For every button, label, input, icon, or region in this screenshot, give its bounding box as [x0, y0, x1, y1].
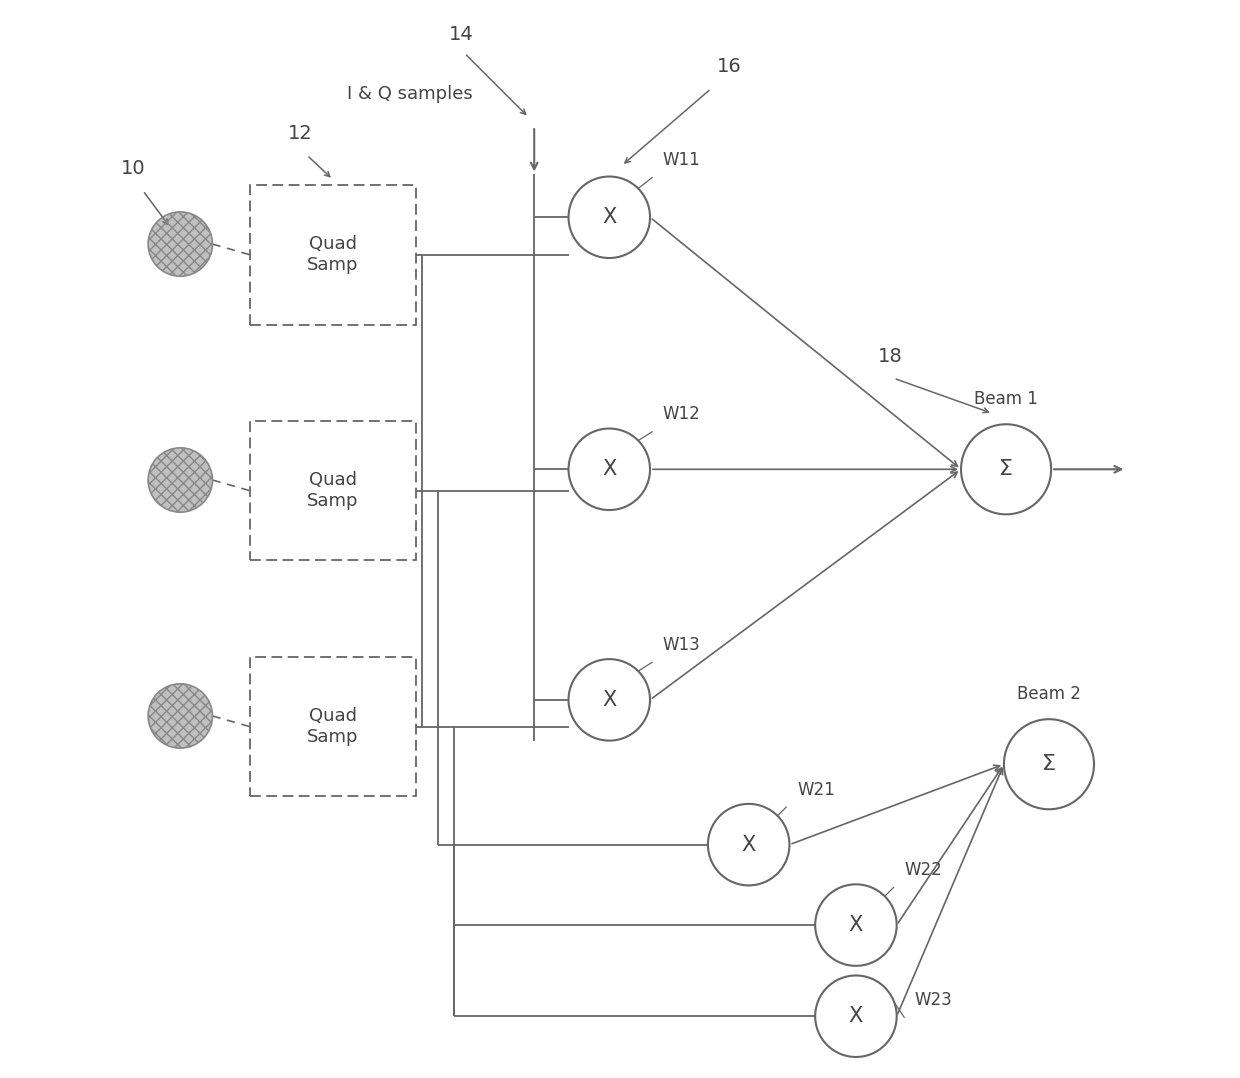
Text: W21: W21 — [797, 780, 835, 799]
Text: Σ: Σ — [999, 459, 1013, 480]
Text: 18: 18 — [878, 347, 903, 367]
Circle shape — [961, 425, 1052, 514]
Text: 12: 12 — [288, 124, 312, 143]
Text: Beam 2: Beam 2 — [1017, 686, 1081, 703]
Text: X: X — [849, 1006, 863, 1026]
Circle shape — [148, 447, 212, 512]
Circle shape — [815, 976, 897, 1058]
Circle shape — [815, 884, 897, 966]
Circle shape — [568, 659, 650, 741]
Text: I & Q samples: I & Q samples — [346, 85, 472, 103]
Text: W13: W13 — [663, 636, 701, 653]
Text: 14: 14 — [449, 25, 474, 44]
Text: W22: W22 — [904, 861, 942, 879]
Text: W23: W23 — [915, 991, 952, 1009]
Text: 16: 16 — [717, 57, 742, 77]
Circle shape — [148, 212, 212, 276]
Circle shape — [568, 429, 650, 510]
Text: W12: W12 — [663, 405, 701, 424]
Text: Σ: Σ — [1042, 755, 1056, 774]
Circle shape — [568, 177, 650, 258]
Circle shape — [708, 804, 790, 885]
Text: X: X — [603, 690, 616, 710]
Text: X: X — [742, 834, 756, 855]
FancyBboxPatch shape — [250, 185, 417, 324]
Text: Quad
Samp: Quad Samp — [308, 235, 358, 274]
FancyBboxPatch shape — [250, 421, 417, 561]
Text: Quad
Samp: Quad Samp — [308, 471, 358, 510]
Circle shape — [1004, 719, 1094, 810]
Text: X: X — [849, 915, 863, 935]
FancyBboxPatch shape — [250, 657, 417, 797]
Text: X: X — [603, 459, 616, 480]
Text: W11: W11 — [663, 151, 701, 169]
Text: Quad
Samp: Quad Samp — [308, 707, 358, 746]
Text: Beam 1: Beam 1 — [975, 390, 1038, 409]
Circle shape — [148, 683, 212, 748]
Text: X: X — [603, 207, 616, 227]
Text: 10: 10 — [122, 160, 146, 178]
